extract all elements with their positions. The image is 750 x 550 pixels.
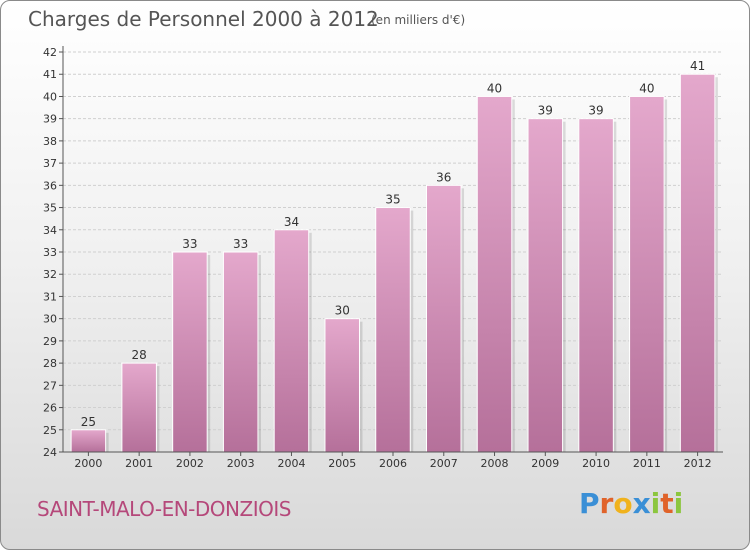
data-label: 41	[690, 59, 705, 73]
x-tick-label: 2006	[379, 457, 407, 470]
x-tick-label: 2000	[74, 457, 102, 470]
bar-2008[interactable]	[476, 95, 513, 453]
y-tick-label: 27	[43, 379, 57, 392]
data-label: 34	[284, 215, 299, 229]
y-tick-label: 38	[43, 135, 57, 148]
y-tick-label: 29	[43, 335, 57, 348]
bar-2012[interactable]	[679, 73, 716, 453]
logo-letter: P	[579, 487, 600, 520]
chart-title: Charges de Personnel 2000 à 2012	[28, 7, 379, 31]
y-tick-label: 26	[43, 402, 57, 415]
y-tick-label: 25	[43, 424, 57, 437]
logo-letter: x	[632, 487, 651, 520]
bar-2002[interactable]	[172, 251, 208, 453]
y-tick-label: 39	[43, 113, 57, 126]
y-tick-label: 24	[43, 446, 57, 459]
y-tick-label: 30	[43, 313, 57, 326]
data-label: 25	[81, 415, 96, 429]
data-label: 35	[385, 193, 400, 207]
bar-chart: 24 25 26 27 28 29 30 31 32 33 34 35 36 37 38 39 40 41 42 20…	[43, 46, 723, 470]
data-label: 40	[639, 81, 654, 95]
logo-letter: t	[660, 487, 674, 520]
x-tick-label: 2002	[176, 457, 204, 470]
y-tick-label: 41	[43, 68, 57, 81]
x-tick-label: 2009	[531, 457, 559, 470]
x-tick-label: 2003	[227, 457, 255, 470]
y-tick-label: 42	[43, 46, 57, 59]
data-label: 33	[182, 237, 197, 251]
bar-2006[interactable]	[375, 207, 411, 453]
logo-letter: o	[613, 487, 633, 520]
y-tick-label: 31	[43, 290, 57, 303]
bar-2011[interactable]	[629, 95, 665, 453]
x-tick-label: 2005	[328, 457, 356, 470]
data-label: 36	[436, 170, 451, 184]
bar-2004[interactable]	[273, 229, 310, 453]
x-tick-label: 2008	[481, 457, 509, 470]
y-tick-label: 32	[43, 268, 57, 281]
data-label: 40	[487, 81, 502, 95]
bar-2009[interactable]	[527, 118, 564, 453]
data-label: 28	[132, 348, 147, 362]
y-tick-label: 35	[43, 202, 57, 215]
axes: 24 25 26 27 28 29 30 31 32 33 34 35 36 37 38 39 40 41 42 20…	[43, 46, 723, 470]
bar-2001[interactable]	[121, 362, 157, 453]
data-labels: 25 28 33 33 34 30 35 36 40 39 39 40 41	[81, 59, 706, 429]
bars	[70, 73, 718, 453]
chart-subtitle: (en milliers d'€)	[371, 13, 466, 27]
bar-2000[interactable]	[70, 429, 107, 453]
x-tick-label: 2004	[277, 457, 305, 470]
y-tick-label: 37	[43, 157, 57, 170]
y-tick-label: 40	[43, 90, 57, 103]
commune-name: SAINT-MALO-EN-DONZIOIS	[37, 497, 291, 521]
bar-2003[interactable]	[222, 251, 259, 453]
y-tick-label: 28	[43, 357, 57, 370]
data-label: 39	[538, 104, 553, 118]
y-tick-label: 36	[43, 179, 57, 192]
data-label: 39	[588, 104, 603, 118]
x-tick-label: 2007	[430, 457, 458, 470]
x-tick-label: 2012	[684, 457, 712, 470]
data-label: 33	[233, 237, 248, 251]
y-tick-label: 33	[43, 246, 57, 259]
y-tick-label: 34	[43, 224, 57, 237]
logo-letter: r	[599, 487, 614, 520]
bar-2005[interactable]	[324, 318, 360, 453]
x-tick-label: 2010	[582, 457, 610, 470]
data-label: 30	[335, 304, 350, 318]
x-tick-label: 2011	[633, 457, 661, 470]
bar-2007[interactable]	[426, 184, 462, 453]
logo-letter: i	[650, 487, 661, 520]
x-tick-label: 2001	[125, 457, 153, 470]
proxiti-logo[interactable]: Proxiti	[579, 487, 683, 520]
bar-2010[interactable]	[578, 118, 614, 453]
logo-letter: i	[673, 487, 684, 520]
